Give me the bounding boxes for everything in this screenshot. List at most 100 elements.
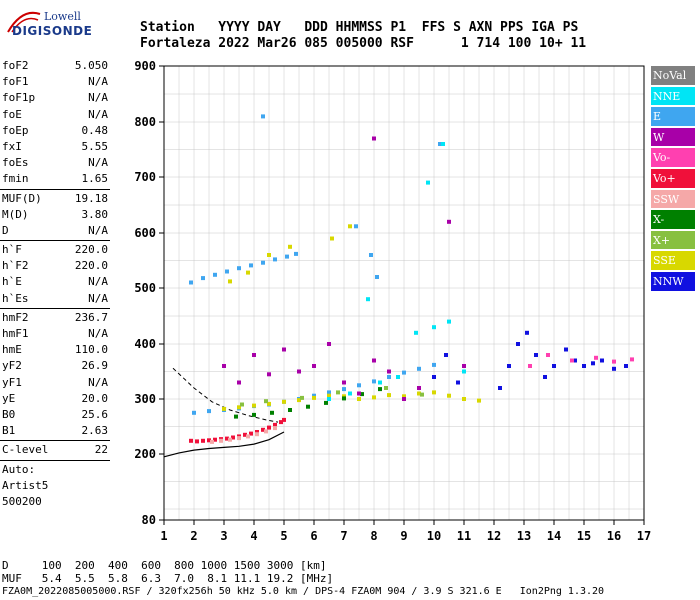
x-tick-label: 6	[310, 529, 317, 543]
data-point-sse	[402, 394, 406, 399]
param-value: 20.0	[81, 391, 109, 405]
data-point-sse	[327, 393, 331, 398]
param-name: yE	[2, 391, 16, 405]
param-value: 2.63	[81, 424, 109, 438]
param-row-fof2: foF2 5.050	[0, 58, 112, 74]
param-name: B1	[2, 424, 16, 438]
x-tick-label: 17	[637, 529, 651, 543]
data-point-nnw	[582, 364, 586, 368]
param-row-m-d-: M(D) 3.80	[0, 207, 112, 223]
data-point-x-	[360, 392, 364, 397]
param-value: N/A	[88, 107, 108, 121]
data-point-ssw	[246, 434, 250, 439]
param-row-hmf1: hmF1 N/A	[0, 326, 112, 342]
data-point-e	[285, 254, 289, 259]
param-value: N/A	[88, 156, 108, 170]
data-point-nnw	[564, 347, 568, 352]
station-header: Station YYYY DAY DDD HHMMSS P1 FFS S AXN…	[140, 20, 586, 52]
x-tick-label: 5	[280, 529, 287, 543]
data-point-sse	[462, 397, 466, 401]
data-point-w	[462, 364, 466, 368]
data-point-e	[249, 263, 253, 268]
param-name: fxI	[2, 139, 22, 153]
param-row-hme: hmE 110.0	[0, 342, 112, 358]
data-point-ssw	[210, 439, 214, 444]
param-value: N/A	[88, 75, 108, 89]
lowell-digisonde-logo: Lowell DIGISONDE	[4, 6, 92, 52]
data-point-sse	[267, 253, 271, 257]
data-point-nnw	[456, 380, 460, 385]
param-name: h`E	[2, 275, 22, 289]
data-point-x-	[378, 387, 382, 392]
data-point-nnw	[624, 364, 628, 368]
data-point-e	[192, 410, 196, 415]
y-tick-label: 800	[134, 115, 156, 129]
y-tick-label: 80	[142, 513, 156, 527]
data-point-w	[357, 391, 361, 396]
data-point-vo-	[528, 364, 532, 368]
data-point-vo-	[273, 422, 277, 427]
data-point-vo-	[249, 431, 253, 436]
data-point-sse	[237, 405, 241, 410]
autoscaling-line: 500200	[2, 494, 42, 508]
param-row-h-f: h`F 220.0	[0, 242, 112, 258]
data-point-vo-	[225, 436, 229, 441]
param-row-yf1: yF1 N/A	[0, 375, 112, 391]
data-point-x-	[306, 404, 310, 409]
data-point-nnw	[534, 353, 538, 357]
param-value: N/A	[88, 275, 108, 289]
param-row-fof1: foF1 N/A	[0, 74, 112, 90]
data-point-sse	[288, 244, 292, 249]
x-tick-label: 12	[487, 529, 501, 543]
data-point-nnw	[600, 358, 604, 363]
param-row-h-f2: h`F2 220.0	[0, 258, 112, 274]
data-point-sse	[447, 393, 451, 398]
data-point-x-	[342, 396, 346, 401]
data-point-e	[225, 269, 229, 274]
data-point-nnw	[591, 361, 595, 366]
data-point-e	[417, 366, 421, 371]
data-point-w	[417, 386, 421, 390]
param-row-d: D N/A	[0, 223, 112, 239]
data-point-vo-	[231, 435, 235, 440]
param-value: 236.7	[74, 310, 108, 324]
data-point-x-	[336, 390, 340, 395]
param-row-c-level: C-level 22	[0, 442, 112, 458]
data-point-w	[342, 380, 346, 385]
param-value: 5.050	[74, 59, 108, 72]
data-point-ssw	[264, 429, 268, 434]
data-point-vo-	[195, 439, 199, 444]
data-point-e	[357, 383, 361, 388]
x-tick-label: 9	[400, 529, 407, 543]
data-point-ssw	[273, 426, 277, 431]
logo-text-digisonde: DIGISONDE	[12, 24, 93, 38]
param-row-fof1p: foF1p N/A	[0, 90, 112, 106]
y-tick-label: 500	[134, 281, 156, 295]
param-name: h`Es	[2, 291, 29, 305]
data-point-vo-	[243, 432, 247, 437]
data-point-vo-	[594, 355, 598, 360]
data-point-e	[387, 375, 391, 379]
divider	[0, 307, 110, 309]
data-point-nnw	[507, 364, 511, 368]
param-group-critical-frequencies: foF2 5.050 foF1 N/A foF1p N/A foE N/A foEp 0.48 fx…	[0, 58, 112, 188]
data-point-w	[267, 372, 271, 377]
param-value: 22	[94, 443, 108, 457]
data-point-sse	[297, 398, 301, 403]
data-point-sse	[387, 393, 391, 398]
data-point-nnw	[444, 353, 448, 357]
param-group-virtual-heights: h`F 220.0 h`F2 220.0 h`E N/A h`Es N/A	[0, 242, 112, 307]
param-name: B0	[2, 407, 16, 421]
data-point-x-	[234, 414, 238, 419]
data-point-e	[372, 379, 376, 384]
data-point-nne	[378, 380, 382, 385]
data-point-w	[252, 353, 256, 357]
param-name: foF1p	[2, 91, 36, 105]
plot-frame	[163, 65, 645, 521]
data-point-e	[261, 260, 265, 265]
param-name: yF1	[2, 375, 22, 389]
data-point-x-	[288, 408, 292, 412]
data-point-vo-	[213, 437, 217, 442]
legend-item-e: E	[651, 107, 695, 128]
autoscaling-line: Auto:	[2, 462, 36, 476]
